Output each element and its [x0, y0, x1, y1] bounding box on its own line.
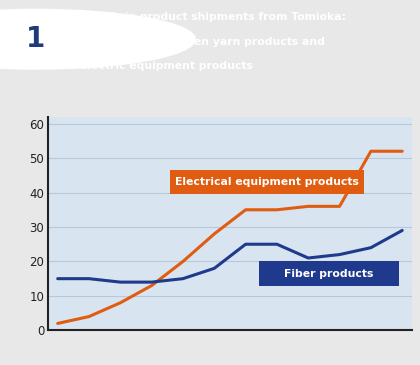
Text: 1: 1 [26, 25, 45, 53]
Text: Comparison between yarn products and: Comparison between yarn products and [80, 36, 325, 47]
FancyBboxPatch shape [170, 170, 365, 194]
Circle shape [0, 9, 195, 69]
Text: electric equipment products: electric equipment products [80, 61, 253, 71]
Text: Electrical equipment products: Electrical equipment products [175, 177, 359, 187]
Text: Fiber products: Fiber products [284, 269, 374, 279]
Text: Trends in product shipments from Tomioka:: Trends in product shipments from Tomioka… [80, 12, 346, 22]
FancyBboxPatch shape [259, 261, 399, 286]
